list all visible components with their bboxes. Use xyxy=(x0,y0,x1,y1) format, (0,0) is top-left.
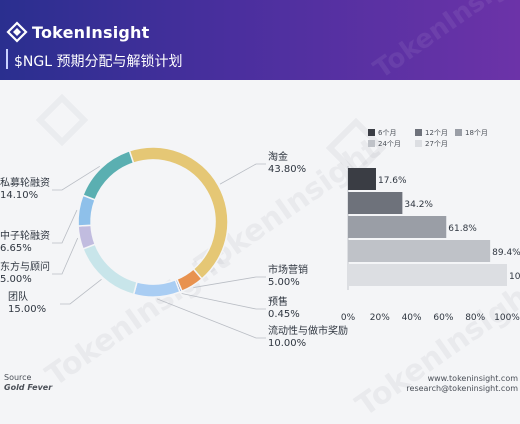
donut-slice-6 xyxy=(77,224,97,250)
pie-label-name: 私募轮融资 xyxy=(0,178,50,189)
legend-label: 24个月 xyxy=(378,140,401,148)
pie-label-name: 市场营销 xyxy=(268,265,308,276)
leader-line-4 xyxy=(156,298,266,339)
bar-89-4 xyxy=(348,240,491,262)
x-tick-label: 60% xyxy=(433,313,453,323)
pie-label-3: 预售 0.45% xyxy=(268,297,300,321)
leader-line-2 xyxy=(193,276,266,288)
pie-label-6: 东方与顾问 5.00% xyxy=(0,262,50,286)
donut-slice-4 xyxy=(132,278,181,298)
brand-name: TokenInsight xyxy=(32,23,150,42)
x-tick-label: 100% xyxy=(494,313,520,323)
leader-lines xyxy=(52,163,266,339)
pie-label-value: 6.65% xyxy=(0,243,32,254)
header-banner: TokenInsight TokenInsight $NGL 预期分配与解锁计划 xyxy=(0,0,520,80)
page-title: $NGL 预期分配与解锁计划 xyxy=(14,54,183,70)
x-tick-label: 20% xyxy=(370,313,390,323)
pie-label-7: 中子轮融资 6.65% xyxy=(0,231,50,255)
bar-100 xyxy=(348,264,507,286)
pie-label-name: 东方与顾问 xyxy=(0,262,50,273)
pie-label-value: 43.80% xyxy=(268,164,307,175)
pie-label-2: 市场营销 5.00% xyxy=(268,265,308,289)
legend-swatch xyxy=(368,140,375,147)
pie-label-8: 私募轮融资 14.10% xyxy=(0,178,50,202)
source-value: Gold Fever xyxy=(4,383,53,392)
legend-swatch xyxy=(415,140,422,147)
leader-line-5 xyxy=(60,278,102,305)
leader-line-1 xyxy=(219,163,266,185)
source-label: Source xyxy=(4,373,32,382)
legend-swatch xyxy=(455,129,462,136)
bar-value-label: 61.8% xyxy=(448,224,477,234)
legend-swatch xyxy=(415,129,422,136)
pie-label-name: 流动性与做市奖励 xyxy=(268,326,348,337)
pie-label-value: 10.00% xyxy=(268,338,307,349)
pie-label-name: 中子轮融资 xyxy=(0,231,50,242)
pie-label-1: 淘金 43.80% xyxy=(268,152,306,176)
pie-label-4: 流动性与做市奖励 10.00% xyxy=(268,326,348,350)
donut-slice-1 xyxy=(128,146,229,280)
pie-label-value: 5.00% xyxy=(0,274,32,285)
tokeninsight-logo-icon xyxy=(6,21,28,43)
legend-label: 27个月 xyxy=(425,140,448,148)
bar-value-label: 89.4% xyxy=(492,248,520,258)
legend-label: 18个月 xyxy=(465,129,488,137)
source-note: Source Gold Fever xyxy=(4,373,52,393)
x-tick-label: 80% xyxy=(465,313,485,323)
pie-label-name: 预售 xyxy=(268,297,288,308)
donut-chart xyxy=(77,146,229,298)
donut-slice-8 xyxy=(81,149,135,201)
bar-chart: 17.6% 34.2% 61.8% 89.4% 100% 0% 20% 40% 60% 80% 10… xyxy=(341,129,520,323)
pie-label-value: 15.00% xyxy=(8,304,47,315)
pie-label-value: 5.00% xyxy=(268,277,300,288)
bar-value-label: 17.6% xyxy=(378,176,407,186)
pie-label-name: 淘金 xyxy=(268,152,288,163)
leader-line-7 xyxy=(52,209,78,244)
leader-line-6 xyxy=(52,237,79,275)
bar-value-label: 100% xyxy=(509,272,520,282)
pie-label-value: 14.10% xyxy=(0,190,39,201)
contact-info: www.tokeninsight.com research@tokeninsig… xyxy=(406,374,518,394)
bar-34-2 xyxy=(348,192,403,214)
legend-label: 12个月 xyxy=(425,129,448,137)
legend-label: 6个月 xyxy=(378,129,396,137)
pie-label-name: 团队 xyxy=(8,292,28,303)
bar-value-label: 34.2% xyxy=(404,200,433,210)
leader-line-8 xyxy=(52,166,101,191)
title-accent-bar xyxy=(6,49,8,69)
website-link[interactable]: www.tokeninsight.com xyxy=(427,374,518,383)
legend-swatch xyxy=(368,129,375,136)
pie-label-5: 团队 15.00% xyxy=(8,292,46,316)
leader-line-3 xyxy=(181,293,266,310)
donut-slice-7 xyxy=(77,194,97,227)
watermark-diamonds xyxy=(35,93,387,179)
x-tick-label: 0% xyxy=(341,313,356,323)
bar-61-8 xyxy=(348,216,447,238)
pie-label-value: 0.45% xyxy=(268,309,300,320)
bar-17-6 xyxy=(348,168,376,190)
x-tick-label: 40% xyxy=(402,313,422,323)
chart-canvas: 17.6% 34.2% 61.8% 89.4% 100% 0% 20% 40% 60% 80% 10… xyxy=(35,93,520,339)
email-link[interactable]: research@tokeninsight.com xyxy=(406,384,518,393)
